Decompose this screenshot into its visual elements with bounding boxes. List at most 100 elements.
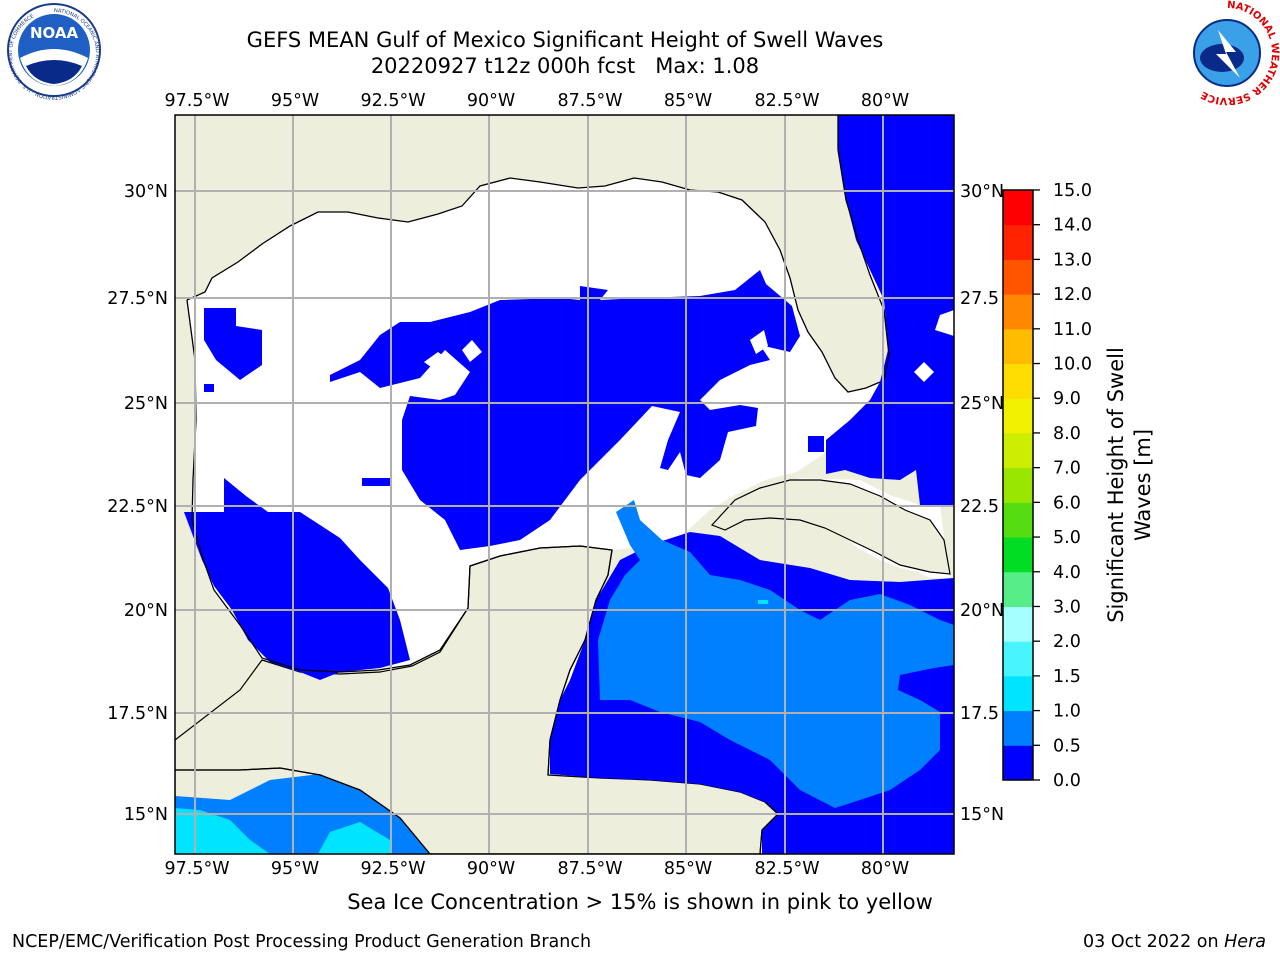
colorbar-segment xyxy=(1003,328,1033,365)
lat-label-right: 17.5 xyxy=(960,704,999,724)
lon-label-bottom: 92.5°W xyxy=(360,859,425,879)
colorbar-segment xyxy=(1003,571,1033,607)
lat-label-right: 25°N xyxy=(960,394,1004,414)
swell-cell-0-0.5 xyxy=(362,478,390,486)
lat-label-right: 15°N xyxy=(960,805,1004,825)
lon-label-top: 82.5°W xyxy=(754,91,819,111)
colorbar-tick-label: 6.0 xyxy=(1053,493,1081,513)
swell-cell-0-0.5 xyxy=(204,308,262,380)
colorbar-segment xyxy=(1003,294,1033,330)
lat-label-left: 20°N xyxy=(124,601,168,621)
lon-label-top: 92.5°W xyxy=(360,91,425,111)
colorbar-tick-label: 9.0 xyxy=(1053,389,1081,409)
map-frame xyxy=(174,114,955,855)
colorbar-segment xyxy=(1003,432,1033,469)
lat-label-left: 30°N xyxy=(124,182,168,202)
lon-label-top: 95°W xyxy=(271,91,319,111)
noaa-logo: NATIONAL OCEANIC AND ATMOSPHERIC ADMINIS… xyxy=(7,3,101,100)
swell-cell-1.0-1.5 xyxy=(318,822,392,854)
lat-label-left: 22.5°N xyxy=(107,497,168,517)
colorbar-segment xyxy=(1003,224,1033,260)
lon-label-bottom: 97.5°W xyxy=(164,859,229,879)
swell-field xyxy=(175,115,954,854)
lon-label-top: 87.5°W xyxy=(557,91,622,111)
footer-branch: NCEP/EMC/Verification Post Processing Pr… xyxy=(12,932,592,952)
colorbar-segment xyxy=(1003,606,1033,642)
colorbar-ticks: 0.0 0.5 1.0 1.5 2.0 3.0 4.0 5.0 6.0 7.0 8.0 9.0 10.0… xyxy=(1033,181,1092,791)
graticule xyxy=(175,115,954,854)
footer-date: 03 Oct 2022 on Hera xyxy=(1083,932,1266,952)
colorbar-tick-label: 12.0 xyxy=(1053,285,1092,305)
chart-title: GEFS MEAN Gulf of Mexico Significant Hei… xyxy=(246,28,884,52)
lat-label-left: 25°N xyxy=(124,394,168,414)
lon-label-bottom: 85°W xyxy=(664,859,712,879)
colorbar-segment xyxy=(1003,398,1033,434)
lon-label-bottom: 80°W xyxy=(861,859,909,879)
no-data-patch xyxy=(424,352,452,372)
lon-label-bottom: 82.5°W xyxy=(754,859,819,879)
colorbar-tick-label: 3.0 xyxy=(1053,597,1081,617)
colorbar-label-line2: Waves [m] xyxy=(1131,429,1155,541)
colorbar-tick-label: 7.0 xyxy=(1053,459,1081,479)
swell-cell-0-0.5 xyxy=(826,115,954,505)
lon-label-top: 90°W xyxy=(467,91,515,111)
lat-label-right: 22.5 xyxy=(960,497,999,517)
no-data-patch xyxy=(914,362,934,382)
lat-label-right: 30°N xyxy=(960,182,1004,202)
colorbar-label-line1: Significant Height of Swell xyxy=(1104,347,1128,623)
colorbar-segment xyxy=(1003,710,1033,746)
chart-subtitle: 20220927 t12z 000h fcst Max: 1.08 xyxy=(370,54,760,78)
swell-cell-0-0.5 xyxy=(330,270,800,550)
lat-label-left: 27.5°N xyxy=(107,289,168,309)
lon-label-top: 85°W xyxy=(664,91,712,111)
footer-host: Hera xyxy=(1224,932,1266,952)
colorbar-tick-label: 5.0 xyxy=(1053,528,1081,548)
footer-date-text: 03 Oct 2022 on xyxy=(1083,932,1225,952)
colorbar-tick-label: 14.0 xyxy=(1053,216,1092,236)
colorbar-tick-label: 1.5 xyxy=(1053,667,1081,687)
colorbar-tick-label: 2.0 xyxy=(1053,632,1081,652)
cuba xyxy=(710,479,951,575)
swell-cell-1.0-1.5 xyxy=(175,808,270,854)
lon-label-bottom: 95°W xyxy=(271,859,319,879)
noaa-logo-text: NOAA xyxy=(30,24,79,42)
colorbar-tick-label: 8.0 xyxy=(1053,424,1081,444)
colorbar-tick-label: 0.5 xyxy=(1053,736,1081,756)
colorbar-segment xyxy=(1003,641,1033,677)
swell-cell-0-0.5 xyxy=(808,436,824,452)
swell-cell-1.0-1.5 xyxy=(758,600,768,604)
colorbar xyxy=(1002,189,1034,781)
colorbar-segment xyxy=(1003,745,1033,781)
sea-ice-caption: Sea Ice Concentration > 15% is shown in … xyxy=(347,890,933,914)
colorbar-tick-label: 4.0 xyxy=(1053,563,1081,583)
lon-label-top: 97.5°W xyxy=(164,91,229,111)
colorbar-segment xyxy=(1003,190,1033,226)
swell-cell-0-0.5 xyxy=(184,478,410,680)
nws-logo: NATIONAL WEATHER SERVICE xyxy=(1180,0,1280,106)
colorbar-tick-label: 10.0 xyxy=(1053,355,1092,375)
lat-label-left: 17.5°N xyxy=(107,704,168,724)
colorbar-tick-label: 11.0 xyxy=(1053,320,1092,340)
colorbar-tick-label: 0.0 xyxy=(1053,771,1081,791)
lat-label-right: 20°N xyxy=(960,601,1004,621)
no-data-patch xyxy=(462,340,482,362)
colorbar-segment xyxy=(1003,537,1033,573)
lat-label-right: 27.5 xyxy=(960,289,999,309)
lon-label-bottom: 87.5°W xyxy=(557,859,622,879)
colorbar-tick-label: 15.0 xyxy=(1053,181,1092,201)
colorbar-tick-label: 1.0 xyxy=(1053,702,1081,722)
colorbar-segment xyxy=(1003,363,1033,399)
colorbar-segment xyxy=(1003,467,1033,503)
colorbar-frame xyxy=(1002,189,1034,781)
lat-label-left: 15°N xyxy=(124,805,168,825)
axis-labels: 97.5°W 95°W 92.5°W 90°W 87.5°W 85°W 82.5°W 80°W… xyxy=(107,91,1004,879)
lon-label-bottom: 90°W xyxy=(467,859,515,879)
swell-cell-0-0.5 xyxy=(204,384,214,392)
lon-label-top: 80°W xyxy=(861,91,909,111)
colorbar-segment xyxy=(1003,675,1033,712)
no-data-patch xyxy=(750,330,768,354)
colorbar-segment xyxy=(1003,259,1033,295)
colorbar-tick-label: 13.0 xyxy=(1053,250,1092,270)
colorbar-segment xyxy=(1003,502,1033,538)
